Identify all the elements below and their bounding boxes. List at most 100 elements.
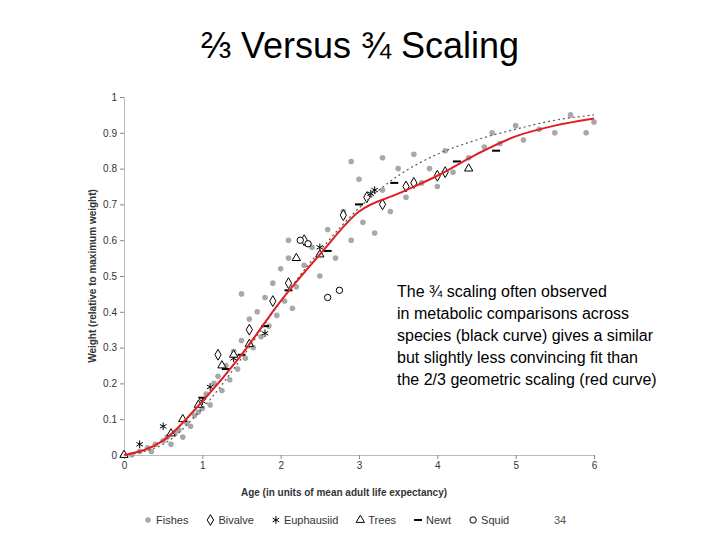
y-axis-tick-label: 0.6	[103, 235, 117, 246]
point	[286, 237, 292, 243]
point	[364, 192, 370, 203]
legend-marker	[356, 515, 364, 522]
point	[360, 220, 366, 226]
legend-label: Trees	[368, 514, 396, 526]
point	[324, 250, 332, 252]
x-axis-tick: 3	[357, 455, 363, 471]
point	[274, 313, 280, 319]
point	[227, 377, 233, 383]
point	[188, 424, 194, 430]
point	[371, 186, 378, 194]
point	[239, 338, 245, 344]
point	[317, 273, 323, 279]
annotation-line: in metabolic comparisons across	[397, 305, 629, 322]
point	[285, 278, 291, 289]
y-axis-tick-mark	[120, 419, 124, 420]
point	[278, 266, 284, 272]
point	[297, 237, 303, 243]
y-axis-tick-label: 0.8	[103, 163, 117, 174]
point	[254, 309, 260, 315]
y-axis-tick-mark	[120, 276, 124, 277]
x-axis-tick-mark	[202, 455, 203, 459]
legend: FishesBivalveEuphausiidTreesNewtSquid	[145, 514, 509, 526]
y-axis-line	[124, 98, 125, 456]
x-axis-tick: 6	[592, 455, 598, 471]
point	[239, 291, 245, 297]
point	[348, 237, 354, 243]
legend-marker	[145, 517, 151, 523]
legend-marker	[470, 517, 476, 523]
y-axis-tick: 1	[111, 92, 124, 103]
y-axis-title: Weight (relative to maximum weight)	[87, 189, 98, 363]
point	[292, 253, 300, 260]
point	[583, 130, 589, 136]
point	[262, 329, 269, 337]
x-axis-tick-label: 2	[278, 460, 284, 471]
y-axis-tick-label: 0.2	[103, 378, 117, 389]
y-axis-tick-label: 0.7	[103, 199, 117, 210]
x-axis-tick-label: 6	[592, 460, 598, 471]
x-axis-tick-label: 3	[357, 460, 363, 471]
point	[568, 112, 574, 118]
legend-marker	[414, 519, 422, 521]
y-axis-tick-mark	[120, 312, 124, 313]
point	[215, 349, 221, 360]
point	[305, 241, 311, 247]
point	[372, 230, 378, 236]
point	[591, 119, 597, 125]
point	[219, 388, 225, 394]
point	[489, 130, 495, 136]
legend-label: Newt	[426, 514, 451, 526]
x-axis-tick: 5	[513, 455, 519, 471]
point	[160, 423, 167, 431]
x-axis-tick: 2	[278, 455, 284, 471]
annotation-line: the 2/3 geometric scaling (red curve)	[397, 371, 657, 388]
y-axis-tick-label: 0	[111, 450, 117, 461]
point	[453, 160, 461, 162]
y-axis-tick-mark	[120, 133, 124, 134]
point	[230, 350, 238, 357]
x-axis-tick-label: 0	[122, 460, 128, 471]
y-axis-tick: 0.7	[103, 199, 124, 210]
point	[492, 150, 500, 152]
point	[465, 164, 473, 171]
y-axis-tick: 0.1	[103, 414, 124, 425]
point	[218, 361, 226, 368]
page-number: 34	[554, 514, 566, 526]
y-axis-tick-mark	[120, 383, 124, 384]
y-axis-tick-mark	[120, 97, 124, 98]
point	[336, 287, 342, 293]
y-axis-tick: 0.6	[103, 235, 124, 246]
point	[301, 262, 307, 268]
point	[286, 255, 292, 261]
point	[403, 194, 409, 200]
point	[136, 440, 143, 448]
point	[270, 296, 276, 307]
legend-label: Squid	[481, 514, 509, 526]
point	[235, 366, 241, 372]
x-axis-title: Age (in units of mean adult life expecta…	[241, 487, 447, 498]
point	[521, 137, 527, 143]
y-axis-tick: 0.8	[103, 163, 124, 174]
legend-label: Bivalve	[218, 514, 253, 526]
point	[246, 324, 252, 335]
legend-label: Fishes	[156, 514, 189, 526]
point	[348, 159, 354, 165]
series-points	[136, 186, 378, 448]
point	[390, 182, 398, 184]
point	[388, 209, 394, 215]
point	[355, 203, 363, 205]
y-axis-tick-label: 0.4	[103, 307, 117, 318]
x-axis-tick-mark	[281, 455, 282, 459]
x-axis: 0123456	[122, 455, 598, 471]
y-axis-tick: 0.3	[103, 342, 124, 353]
annotation-line: but slightly less convincing fit than	[397, 349, 638, 366]
x-axis-tick: 4	[435, 455, 441, 471]
y-axis-tick-mark	[120, 204, 124, 205]
chart: ⅔ Versus ¾ Scaling012345600.10.20.30.40.…	[0, 0, 720, 540]
y-axis-tick-label: 1	[111, 92, 117, 103]
point	[380, 155, 386, 161]
point	[435, 184, 441, 190]
y-axis-tick: 0.9	[103, 128, 124, 139]
point	[356, 177, 362, 183]
